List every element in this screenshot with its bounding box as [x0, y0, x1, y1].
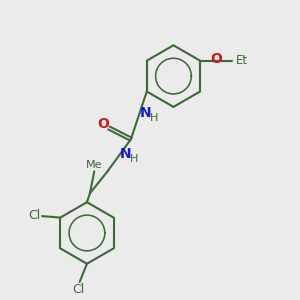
Text: Cl: Cl	[72, 283, 84, 296]
Text: H: H	[130, 154, 139, 164]
Text: H: H	[150, 113, 158, 123]
Text: Cl: Cl	[28, 209, 40, 222]
Text: N: N	[140, 106, 151, 120]
Text: O: O	[210, 52, 222, 66]
Text: Et: Et	[236, 54, 248, 67]
Text: Me: Me	[85, 160, 102, 170]
Text: O: O	[98, 118, 109, 131]
Text: N: N	[120, 147, 131, 161]
